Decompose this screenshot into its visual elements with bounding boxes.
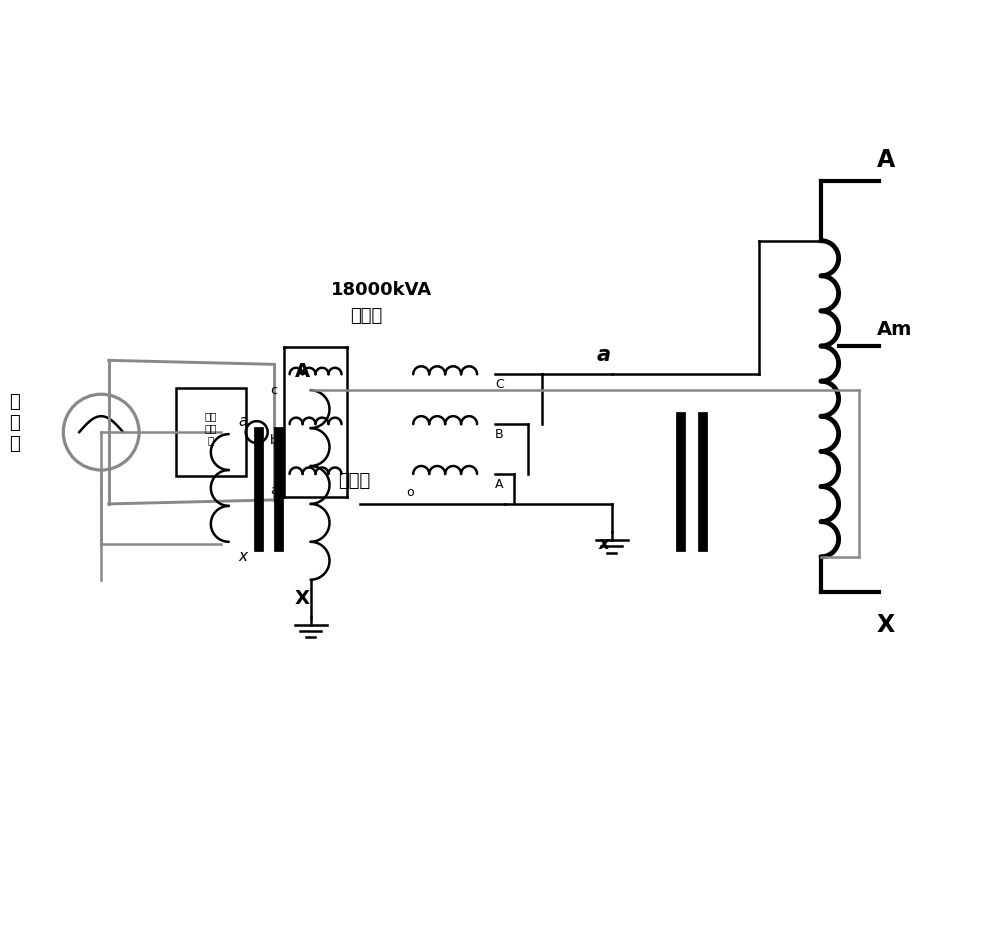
Text: b: b (270, 434, 278, 446)
Text: A: A (295, 362, 310, 381)
Text: a: a (239, 414, 248, 428)
Text: A: A (877, 148, 895, 171)
Text: x: x (598, 534, 609, 552)
Text: a: a (597, 345, 611, 365)
Text: a: a (270, 484, 278, 496)
Bar (176, 388, 246, 477)
Text: 18000kVA: 18000kVA (330, 280, 432, 298)
Text: B: B (495, 427, 504, 441)
Text: 中间变: 中间变 (350, 307, 383, 325)
Text: 补偿
电抗
器: 补偿 电抗 器 (205, 411, 217, 445)
Text: 支撑变: 支撑变 (338, 471, 371, 489)
Text: Am: Am (877, 320, 912, 339)
Text: X: X (295, 588, 310, 607)
Text: C: C (495, 378, 504, 391)
Text: X: X (877, 612, 895, 636)
Text: A: A (495, 478, 504, 490)
Text: 发
电
机: 发 电 机 (9, 393, 20, 452)
Text: c: c (271, 384, 278, 397)
Text: o: o (406, 486, 414, 499)
Text: x: x (239, 548, 248, 564)
